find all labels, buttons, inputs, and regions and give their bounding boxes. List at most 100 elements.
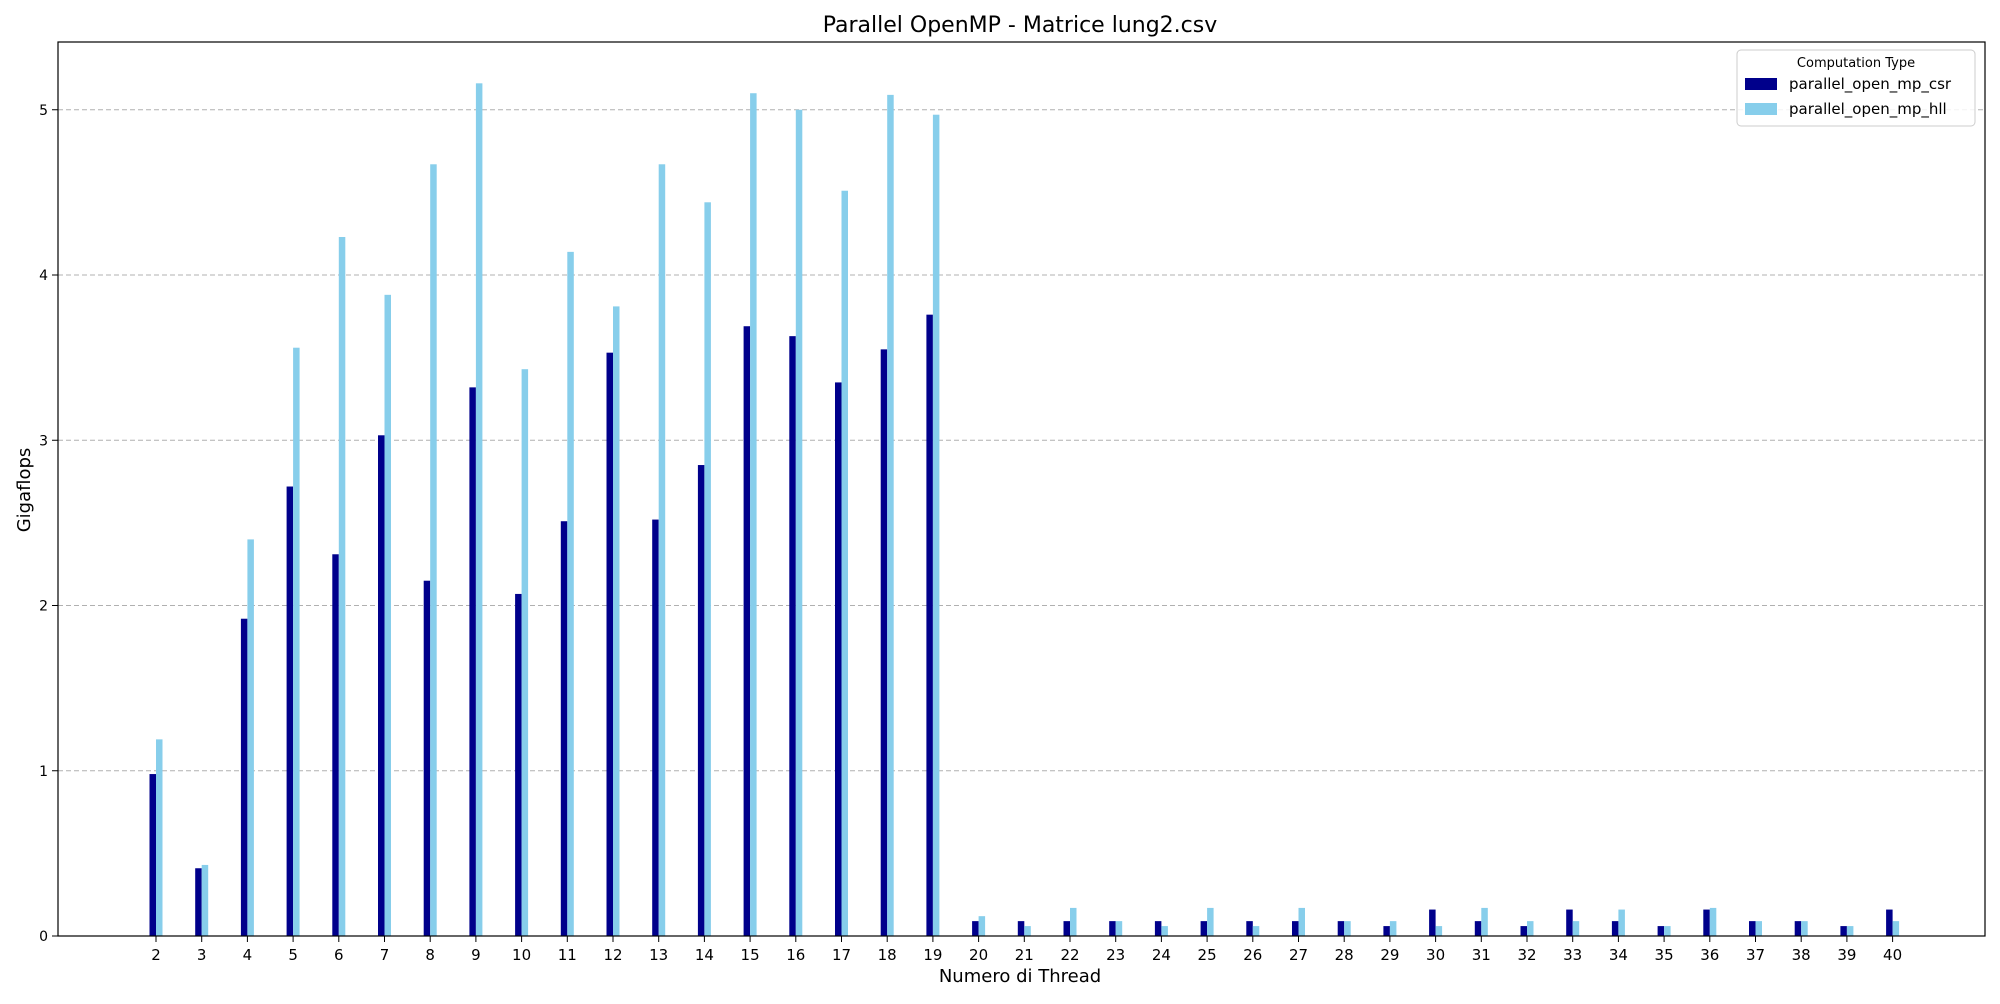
bar-parallel_open_mp_csr (1337, 921, 1345, 936)
bar-parallel_open_mp_hll (1481, 907, 1488, 936)
x-tick-label: 30 (1426, 946, 1445, 964)
bar-parallel_open_mp_csr (1840, 926, 1847, 936)
bar-parallel_open_mp_csr (789, 336, 796, 936)
x-tick-label: 19 (923, 946, 942, 964)
x-tick-label: 35 (1655, 946, 1674, 964)
bar-parallel_open_mp_hll (1846, 926, 1854, 936)
x-tick-label: 26 (1243, 946, 1262, 964)
x-tick-label: 18 (878, 946, 897, 964)
bar-parallel_open_mp_csr (1520, 926, 1527, 936)
bar-parallel_open_mp_hll (247, 539, 254, 936)
bar-parallel_open_mp_csr (1657, 926, 1665, 936)
bar-parallel_open_mp_csr (926, 314, 933, 936)
x-tick-label: 34 (1609, 946, 1628, 964)
bar-parallel_open_mp_csr (880, 349, 888, 936)
x-tick-label: 38 (1792, 946, 1811, 964)
y-tick-label: 4 (39, 268, 48, 284)
bar-parallel_open_mp_csr (1154, 921, 1162, 936)
x-tick-label: 2 (151, 946, 161, 964)
x-axis-label: Numero di Thread (939, 966, 1101, 987)
x-tick-label: 15 (741, 946, 760, 964)
bar-parallel_open_mp_hll (613, 306, 620, 936)
bar-parallel_open_mp_hll (384, 294, 391, 936)
x-tick-label: 3 (197, 946, 207, 964)
x-tick-label: 21 (1015, 946, 1034, 964)
bar-parallel_open_mp_csr (697, 465, 705, 936)
bar-parallel_open_mp_csr (1017, 921, 1025, 936)
x-tick-label: 32 (1517, 946, 1536, 964)
legend-title: Computation Type (1797, 56, 1915, 71)
bar-parallel_open_mp_hll (1435, 926, 1443, 936)
bar-parallel_open_mp_csr (1292, 921, 1299, 936)
bar-parallel_open_mp_csr (1749, 921, 1756, 936)
legend-swatch-parallel_open_mp_csr (1745, 78, 1777, 90)
x-tick-label: 10 (512, 946, 531, 964)
x-tick-label: 16 (786, 946, 805, 964)
x-tick-label: 14 (695, 946, 714, 964)
legend-box (1736, 49, 1976, 127)
bar-parallel_open_mp_csr (515, 593, 522, 936)
y-tick-label: 0 (39, 929, 48, 945)
y-tick-label: 1 (39, 764, 48, 780)
x-tick-label: 40 (1883, 946, 1902, 964)
bar-parallel_open_mp_csr (332, 554, 339, 936)
bar-parallel_open_mp_hll (1161, 926, 1168, 936)
bar-parallel_open_mp_csr (1474, 921, 1482, 936)
x-tick-label: 8 (425, 946, 435, 964)
bar-parallel_open_mp_hll (1344, 921, 1351, 936)
bar-parallel_open_mp_hll (978, 916, 986, 936)
x-tick-label: 22 (1060, 946, 1079, 964)
bar-parallel_open_mp_csr (652, 519, 659, 936)
bar-parallel_open_mp_csr (835, 382, 842, 936)
x-tick-label: 13 (649, 946, 668, 964)
bar-parallel_open_mp_csr (1383, 926, 1390, 936)
bar-parallel_open_mp_hll (887, 94, 894, 936)
bar-parallel_open_mp_hll (1801, 921, 1808, 936)
bar-parallel_open_mp_hll (1709, 907, 1717, 936)
bar-parallel_open_mp_hll (795, 109, 803, 936)
bar-parallel_open_mp_csr (286, 486, 294, 936)
bar-parallel_open_mp_csr (240, 618, 248, 936)
bar-parallel_open_mp_hll (1892, 921, 1900, 936)
bar-parallel_open_mp_hll (932, 114, 940, 937)
bar-parallel_open_mp_hll (658, 164, 666, 936)
bar-parallel_open_mp_hll (1207, 907, 1214, 936)
bar-parallel_open_mp_hll (521, 369, 529, 936)
x-tick-label: 27 (1289, 946, 1308, 964)
bar-parallel_open_mp_csr (560, 521, 568, 936)
legend-label-parallel_open_mp_hll: parallel_open_mp_hll (1789, 100, 1947, 119)
x-tick-label: 23 (1106, 946, 1125, 964)
bar-parallel_open_mp_csr (1109, 921, 1116, 936)
bar-parallel_open_mp_hll (1070, 907, 1077, 936)
bar-parallel_open_mp_hll (841, 190, 848, 936)
x-tick-label: 20 (969, 946, 988, 964)
bar-parallel_open_mp_hll (1115, 921, 1123, 936)
x-tick-label: 12 (603, 946, 622, 964)
bar-parallel_open_mp_hll (430, 164, 437, 936)
bar-parallel_open_mp_csr (1246, 921, 1253, 936)
y-axis-label: Gigaflops (14, 448, 35, 533)
x-tick-label: 17 (832, 946, 851, 964)
legend: Computation Type parallel_open_mp_csrpara… (1736, 49, 1976, 127)
bar-parallel_open_mp_hll (750, 93, 757, 936)
chart-title: Parallel OpenMP - Matrice lung2.csv (823, 13, 1218, 38)
x-tick-label: 29 (1380, 946, 1399, 964)
bar-parallel_open_mp_csr (423, 580, 431, 936)
x-tick-label: 6 (334, 946, 344, 964)
plot-frame (57, 41, 1986, 937)
x-tick-label: 25 (1198, 946, 1217, 964)
bar-parallel_open_mp_hll (704, 202, 711, 936)
bar-parallel_open_mp_csr (1794, 921, 1802, 936)
bar-parallel_open_mp_hll (1024, 926, 1031, 936)
y-tick-label: 2 (39, 599, 48, 615)
bar-parallel_open_mp_csr (743, 326, 751, 936)
x-tick-label: 5 (288, 946, 298, 964)
bar-parallel_open_mp_hll (1664, 926, 1671, 936)
x-tick-label: 36 (1700, 946, 1719, 964)
legend-label-parallel_open_mp_csr: parallel_open_mp_csr (1789, 75, 1952, 94)
bar-parallel_open_mp_csr (1703, 909, 1710, 936)
bar-parallel_open_mp_csr (1200, 921, 1208, 936)
y-tick-label: 5 (39, 103, 48, 119)
bar-parallel_open_mp_hll (1618, 909, 1625, 936)
